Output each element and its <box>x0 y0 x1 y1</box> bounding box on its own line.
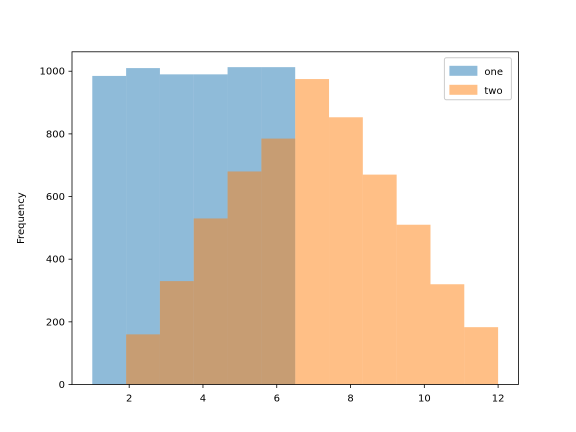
bar-two-3 <box>227 171 262 385</box>
y-tick-label-4: 800 <box>46 129 65 140</box>
bar-two-5 <box>295 79 330 385</box>
bar-two-8 <box>396 224 431 385</box>
bar-two-2 <box>193 218 228 385</box>
y-tick-label-2: 400 <box>46 255 65 266</box>
y-tick-label-1: 200 <box>46 317 65 328</box>
plot-frame <box>71 51 519 385</box>
x-tick-label-3: 8 <box>347 394 353 405</box>
x-tick-label-1: 4 <box>200 394 206 405</box>
bar-two-7 <box>362 174 397 385</box>
legend-label-one: one <box>484 67 503 78</box>
y-axis: 0 200 400 600 800 1000 <box>40 67 72 391</box>
x-tick-label-5: 12 <box>492 394 505 405</box>
y-tick-label-0: 0 <box>59 380 65 391</box>
bars-layer <box>92 67 499 385</box>
legend: one two <box>443 57 512 101</box>
bar-two-1 <box>159 281 194 385</box>
bar-two-10 <box>464 327 499 385</box>
y-tick-label-3: 600 <box>46 192 65 203</box>
x-tick-label-4: 10 <box>418 394 431 405</box>
bar-two-9 <box>430 284 465 385</box>
y-tick-label-5: 1000 <box>40 67 65 78</box>
x-tick-label-2: 6 <box>274 394 280 405</box>
bar-two-4 <box>261 138 296 385</box>
bar-one-0 <box>92 75 127 385</box>
x-axis: 2 4 6 8 10 12 <box>126 384 505 405</box>
bar-two-0 <box>126 334 160 385</box>
legend-swatch-two <box>449 84 478 95</box>
bar-two-6 <box>329 117 363 385</box>
y-axis-label: Frequency <box>16 192 27 244</box>
legend-swatch-one <box>449 65 478 76</box>
legend-label-two: two <box>484 86 502 97</box>
x-tick-label-0: 2 <box>126 394 132 405</box>
bar-one-1 <box>126 68 160 385</box>
